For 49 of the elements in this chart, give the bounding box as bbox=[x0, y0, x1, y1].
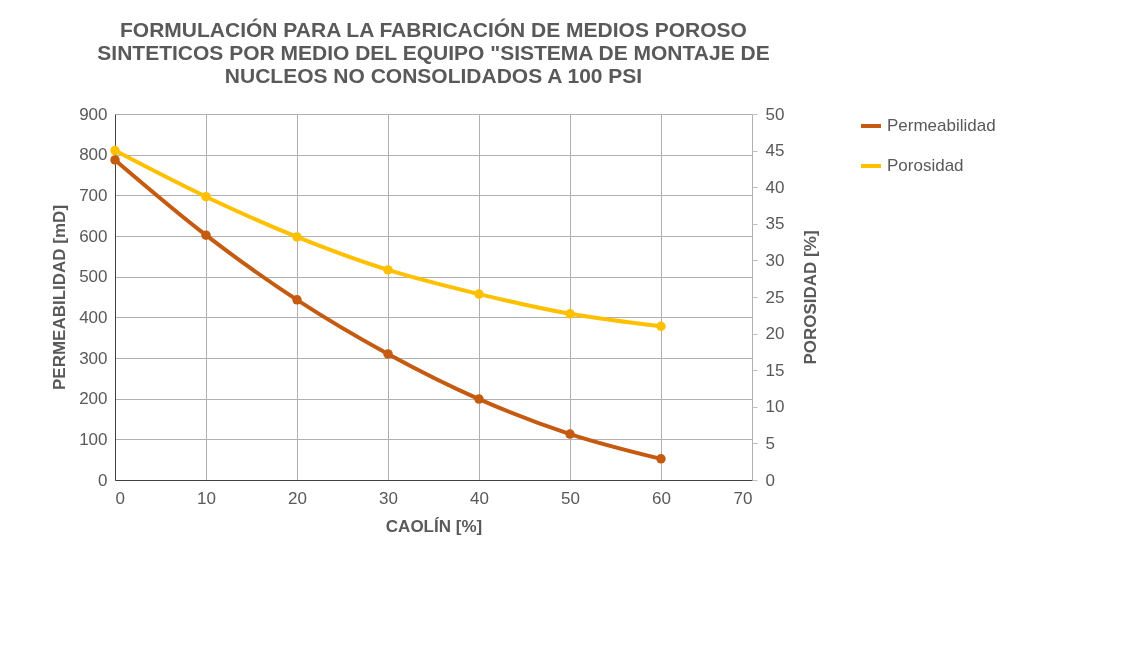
y2-tick-label: 30 bbox=[765, 250, 785, 270]
y-tick-label: 700 bbox=[79, 185, 108, 205]
point bbox=[201, 230, 211, 240]
y-tick-label: 100 bbox=[79, 429, 108, 449]
x-tick-label: 30 bbox=[379, 488, 398, 508]
y2-tick-label: 25 bbox=[765, 287, 785, 307]
chart-title: FORMULACIÓN PARA LA FABRICACIÓN DE MEDIOS POROSO SINTETICOS POR MEDIO DEL EQUIPO "SISTEMA DE MONTAJE DE NUCLEOS NO CONSOLIDADOS A 100 PSI bbox=[97, 18, 770, 87]
y2-tick-label: 45 bbox=[765, 141, 785, 161]
point bbox=[474, 394, 484, 404]
x-tick-label: 70 bbox=[733, 488, 753, 508]
y2-tick-label: 15 bbox=[765, 360, 785, 380]
y-tick-label: 600 bbox=[79, 226, 108, 246]
x-tick-label: 40 bbox=[470, 488, 489, 508]
point bbox=[201, 191, 211, 202]
point bbox=[565, 309, 575, 319]
y-tick-label: 800 bbox=[79, 145, 108, 165]
point bbox=[656, 321, 666, 332]
point bbox=[474, 289, 484, 299]
x-axis-title: CAOLÍN [%] bbox=[385, 516, 483, 536]
point bbox=[656, 454, 666, 464]
y2-tick-label: 40 bbox=[765, 177, 785, 197]
x-tick-label: 60 bbox=[652, 488, 671, 508]
y-tick-label: 0 bbox=[98, 470, 108, 490]
y-tick-label: 200 bbox=[79, 389, 108, 409]
y2-axis-title: POROSIDAD [%] bbox=[801, 230, 821, 365]
legend-label: Permeabilidad bbox=[887, 116, 996, 135]
y2-tick-label: 35 bbox=[765, 214, 785, 234]
y2-tick-label: 10 bbox=[765, 397, 785, 417]
x-tick-label: 50 bbox=[561, 488, 580, 508]
point bbox=[383, 349, 393, 359]
y2-tick-label: 20 bbox=[765, 324, 785, 344]
point bbox=[292, 232, 302, 242]
point bbox=[110, 145, 120, 156]
y-tick-label: 400 bbox=[79, 307, 108, 327]
y2-tick-label: 50 bbox=[765, 104, 785, 124]
point bbox=[292, 295, 302, 305]
point bbox=[565, 429, 575, 439]
y-axis-title: PERMEABILIDAD [mD] bbox=[50, 204, 70, 391]
y-tick-label: 300 bbox=[79, 348, 108, 368]
point bbox=[383, 265, 393, 275]
point bbox=[110, 155, 120, 165]
x-tick-label: 20 bbox=[288, 488, 307, 508]
y2-tick-label: 0 bbox=[765, 470, 775, 490]
x-tick-label: 10 bbox=[197, 488, 216, 508]
y-tick-label: 500 bbox=[79, 267, 108, 287]
legend-label: Porosidad bbox=[887, 156, 964, 175]
y-tick-label: 900 bbox=[79, 104, 108, 124]
y2-tick-label: 5 bbox=[765, 433, 775, 453]
x-tick-label: 0 bbox=[115, 488, 125, 508]
